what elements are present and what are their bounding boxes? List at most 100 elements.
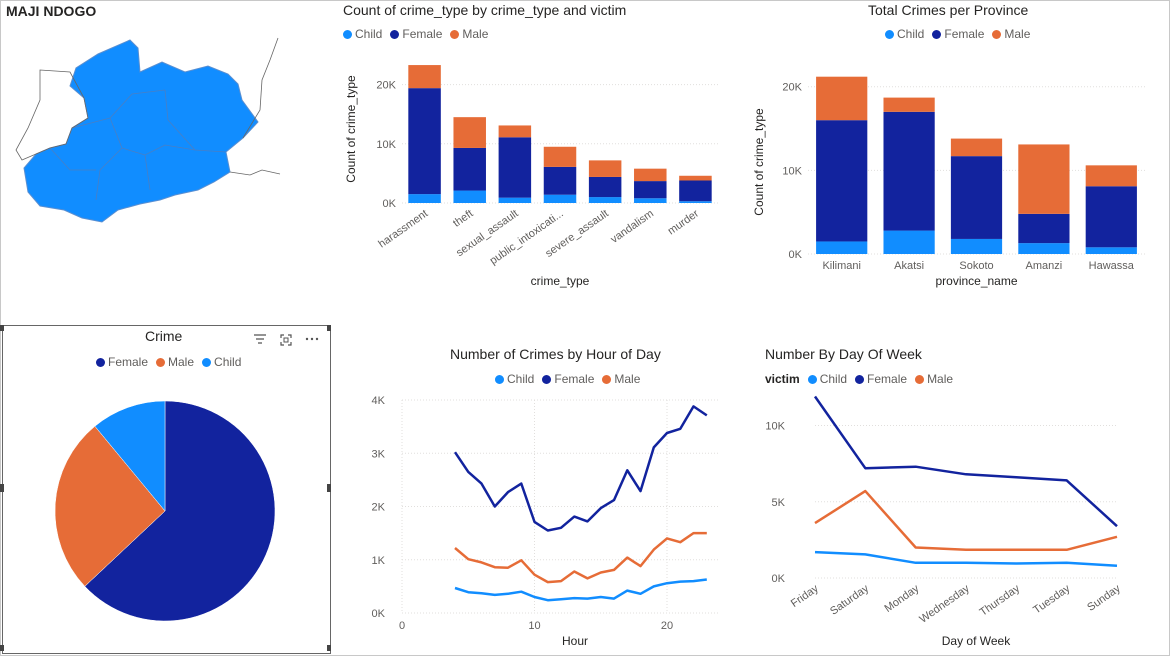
y-tick-label: 5K [772,497,786,509]
maji-ndogo-map[interactable] [0,0,330,230]
legend-dot-female [96,357,105,367]
legend-dot-male [450,29,460,39]
bar-harassment-female [408,88,441,195]
resize-handle-left[interactable] [0,484,4,492]
resize-handle-right[interactable] [327,484,331,492]
bar-theft-child [453,190,486,203]
province-bar-plot[interactable]: 0K 10K 20K Kilimani Akatsi Sokoto Amanzi Hawass… [745,0,1165,320]
map-outline-white-region [15,69,89,161]
bar-hawassa-child [1085,247,1137,254]
weekday-legend: victim Child Female Male [765,372,953,386]
weekday-chart-title: Number By Day Of Week [765,346,922,362]
pie-slice-male [54,425,166,587]
line-series-male [814,489,1118,552]
bar-hawassa-female [1085,186,1137,248]
resize-handle-left-top[interactable] [0,325,4,331]
crime-type-chart-visual[interactable]: Count of crime_type by crime_type and vi… [335,0,730,320]
legend-item-female[interactable]: Female [542,372,594,386]
line-series-child [814,550,1118,568]
more-options-icon[interactable] [305,333,319,345]
bar-akatsi-female [883,111,935,231]
legend-item-child[interactable]: Child [495,372,534,386]
legend-item-child[interactable]: Child [885,27,924,41]
crime-type-legend: Child Female Male [343,27,488,41]
bar-sokoto-female [950,156,1003,239]
y-tick-label: 0K [789,249,803,261]
x-tick-label: Sunday [1085,582,1123,614]
legend-dot-child [343,29,352,39]
bar-kilimani-child [816,241,868,254]
bar-akatsi-child [883,230,935,254]
y-tick-label: 10K [765,421,785,433]
legend-item-male[interactable]: Male [450,27,488,41]
legend-item-male[interactable]: Male [915,372,953,386]
weekday-chart-visual[interactable]: Number By Day Of Week victim Child Femal… [745,335,1165,655]
visual-header-icons [253,333,319,347]
bar-sexual-assault-child [498,197,532,203]
hour-line-plot[interactable]: 0 10 20 0K 1K 2K 3K 4K Hour [340,335,740,655]
legend-item-child[interactable]: Child [202,355,241,369]
bar-sokoto-child [950,238,1003,254]
bar-vandalism-child [634,198,667,203]
bar-theft-male [453,117,486,148]
x-axis-title: Day of Week [942,634,1011,648]
legend-item-female[interactable]: Female [855,372,907,386]
x-tick-label: Monday [882,582,921,615]
legend-item-child[interactable]: Child [343,27,382,41]
y-tick-label: 20K [782,82,802,94]
pie-chart-visual[interactable]: Crime Female Male Child [2,325,329,652]
legend-item-male[interactable]: Male [156,355,194,369]
x-tick-label: theft [451,208,475,230]
resize-handle-right-bottom[interactable] [327,645,331,651]
focus-mode-icon[interactable] [279,333,293,347]
x-tick-label: Friday [789,582,821,610]
legend-item-child[interactable]: Child [807,372,847,386]
y-tick-label: 3K [372,448,386,460]
legend-dot-female [932,29,942,39]
pie-plot[interactable] [2,325,329,652]
province-chart-visual[interactable]: Total Crimes per Province Child Female M… [745,0,1165,320]
line-series-male [454,531,707,584]
bar-vandalism-female [634,181,667,199]
hour-legend: Child Female Male [495,372,640,386]
bar-amanzi-female [1018,213,1070,244]
legend-item-male[interactable]: Male [992,27,1030,41]
legend-item-female[interactable]: Female [96,355,148,369]
y-tick-label: 2K [372,502,386,514]
filter-icon[interactable] [253,333,267,345]
legend-item-female[interactable]: Female [390,27,442,41]
bar-harassment-male [408,65,441,89]
legend-item-male[interactable]: Male [602,372,640,386]
y-tick-label: 20K [376,80,396,92]
x-tick-label: Wednesday [917,582,972,625]
resize-handle-right-top[interactable] [327,325,331,331]
bar-amanzi-child [1018,243,1070,254]
bar-murder-female [679,180,712,202]
y-tick-label: 0K [772,573,786,585]
x-tick-label: Tuesday [1031,582,1073,616]
x-tick-label: Sokoto [959,260,993,272]
hour-chart-visual[interactable]: Number of Crimes by Hour of Day Child Fe… [340,335,740,655]
map-visual[interactable]: MAJI NDOGO [0,0,330,230]
legend-item-female[interactable]: Female [932,27,984,41]
hour-chart-title: Number of Crimes by Hour of Day [450,346,661,362]
bar-hawassa-male [1085,165,1137,187]
x-tick-label: 10 [528,620,540,632]
pie-chart-title: Crime [145,328,183,344]
x-tick-label: Saturday [828,582,871,617]
map-internal-border [49,89,227,201]
legend-dot-male [156,357,166,367]
bar-sokoto-male [950,138,1003,157]
bar-kilimani-male [816,76,868,121]
bar-amanzi-male [1018,144,1070,214]
resize-handle-left-bottom[interactable] [0,645,4,651]
x-axis-title: crime_type [531,274,590,288]
province-legend: Child Female Male [885,27,1030,41]
legend-dot-male [602,374,612,384]
y-tick-label: 0K [372,608,386,620]
bar-murder-child [679,201,712,203]
bar-theft-female [453,147,486,191]
bar-harassment-child [408,194,441,203]
